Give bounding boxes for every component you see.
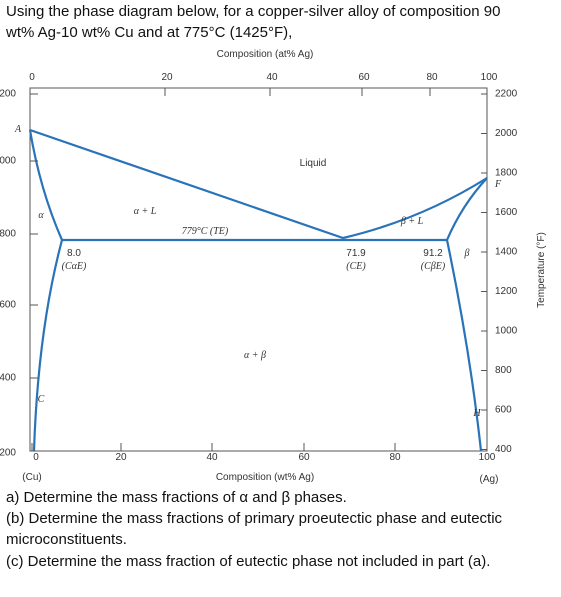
top-tick-label: 60 bbox=[358, 72, 370, 83]
left-tick-label: 000 bbox=[0, 156, 16, 167]
point-label: A bbox=[14, 124, 22, 135]
right-tick-label: 2200 bbox=[495, 89, 518, 100]
point-label: H bbox=[472, 408, 481, 419]
question-part: a) Determine the mass fractions of α and… bbox=[6, 489, 347, 506]
right-tick-label: 1000 bbox=[495, 326, 518, 337]
bottom-tick-label: 100 bbox=[479, 452, 496, 463]
right-tick-label: 400 bbox=[495, 444, 512, 455]
top-tick-label: 80 bbox=[426, 72, 438, 83]
top-tick-label: 0 bbox=[29, 72, 35, 83]
eutectic-label: 779°C (TE) bbox=[182, 226, 229, 237]
end-label: (Ag) bbox=[480, 474, 499, 485]
right-axis-title: Temperature (°F) bbox=[536, 232, 547, 308]
right-tick-label: 600 bbox=[495, 405, 512, 416]
left-tick-label: 800 bbox=[0, 229, 16, 240]
right-tick-label: 2000 bbox=[495, 128, 518, 139]
point-label: F bbox=[494, 179, 502, 190]
beta-solidus bbox=[445, 177, 488, 241]
composition-value: 8.0 bbox=[67, 248, 81, 259]
alpha-solvus bbox=[32, 239, 64, 452]
top-tick-label: 100 bbox=[481, 72, 498, 83]
composition-value: 71.9 bbox=[346, 248, 366, 259]
right-tick-label: 800 bbox=[495, 365, 512, 376]
region-label: β + L bbox=[400, 216, 424, 227]
left-tick-label: 200 bbox=[0, 448, 16, 459]
alpha-solidus bbox=[28, 129, 64, 241]
bottom-tick-label: 80 bbox=[389, 452, 401, 463]
region-label: α + L bbox=[134, 206, 157, 217]
bottom-tick-label: 60 bbox=[298, 452, 310, 463]
liquidus bbox=[29, 128, 488, 240]
composition-symbol: (CαE) bbox=[62, 261, 87, 272]
end-label: (Cu) bbox=[22, 472, 41, 483]
bottom-tick-label: 20 bbox=[115, 452, 127, 463]
point-label: C bbox=[38, 394, 45, 405]
question-part: (c) Determine the mass fraction of eutec… bbox=[6, 553, 490, 570]
question-line: wt% Ag-10 wt% Cu and at 775°C (1425°F), bbox=[5, 24, 292, 41]
plot-frame bbox=[29, 87, 488, 452]
composition-value: 91.2 bbox=[423, 248, 443, 259]
top-tick-label: 20 bbox=[161, 72, 173, 83]
question-part: (b) Determine the mass fractions of prim… bbox=[6, 510, 503, 527]
region-label: α + β bbox=[244, 350, 266, 361]
composition-symbol: (CE) bbox=[346, 261, 366, 272]
bottom-axis-title: Composition (wt% Ag) bbox=[216, 472, 314, 483]
phase-curves bbox=[28, 128, 488, 452]
left-tick-label: 400 bbox=[0, 373, 16, 384]
left-tick-label: 600 bbox=[0, 300, 16, 311]
composition-symbol: (CβE) bbox=[421, 261, 446, 272]
region-label: β bbox=[464, 248, 470, 259]
right-tick-label: 1200 bbox=[495, 286, 518, 297]
bottom-tick-label: 0 bbox=[33, 452, 39, 463]
top-axis-title: Composition (at% Ag) bbox=[217, 49, 314, 60]
right-tick-label: 1400 bbox=[495, 247, 518, 258]
beta-solvus bbox=[445, 239, 483, 452]
bottom-tick-label: 40 bbox=[206, 452, 218, 463]
left-tick-label: 200 bbox=[0, 89, 16, 100]
question-part: microconstituents. bbox=[6, 531, 127, 548]
right-tick-label: 1600 bbox=[495, 207, 518, 218]
right-tick-label: 1800 bbox=[495, 168, 518, 179]
region-label: α bbox=[38, 210, 44, 221]
top-tick-label: 40 bbox=[266, 72, 278, 83]
region-label: Liquid bbox=[300, 158, 327, 169]
question-line: Using the phase diagram below, for a cop… bbox=[6, 3, 500, 20]
